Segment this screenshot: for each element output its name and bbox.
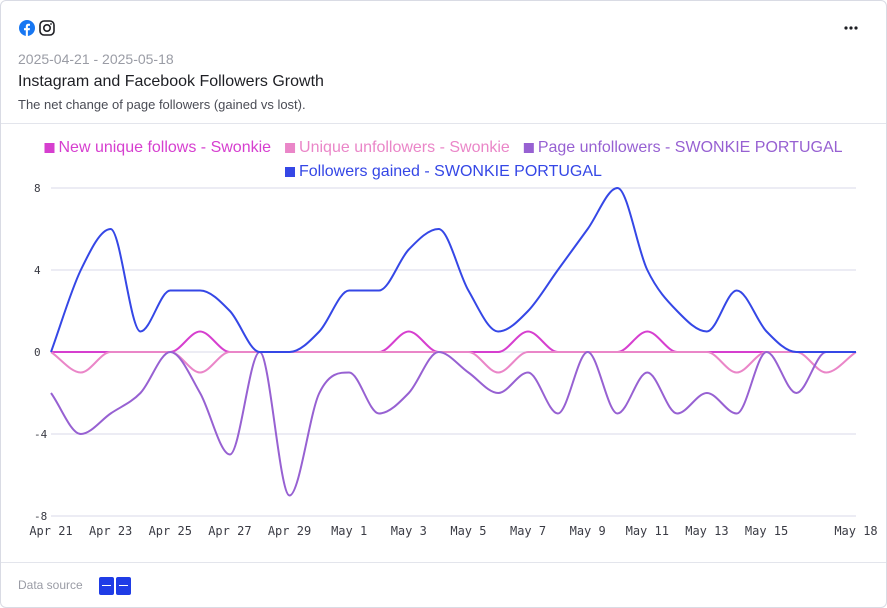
legend-swatch: [523, 143, 534, 153]
date-range: 2025-04-21 - 2025-05-18: [18, 51, 174, 67]
x-tick-label: May 7: [510, 524, 546, 538]
legend-item[interactable]: Page unfollowers - SWONKIE PORTUGAL: [523, 139, 843, 156]
legend-label: Page unfollowers - SWONKIE PORTUGAL: [538, 139, 843, 156]
x-tick-label: Apr 21: [29, 524, 72, 538]
y-tick-label: 0: [34, 346, 41, 359]
legend-label: Followers gained - SWONKIE PORTUGAL: [299, 163, 602, 180]
chart-legend: New unique follows - Swonkie Unique unfol…: [44, 139, 843, 180]
more-horizontal-icon: [844, 26, 858, 30]
platform-icons: [19, 20, 55, 36]
series-line[interactable]: [50, 187, 856, 353]
more-options-button[interactable]: [840, 17, 864, 37]
legend-label: Unique unfollowers - Swonkie: [299, 139, 510, 156]
x-tick-label: May 3: [391, 524, 427, 538]
x-axis: Apr 21 Apr 23 Apr 25 Apr 27 Apr 29 May 1 May 3…: [29, 524, 877, 538]
legend-row: New unique follows - Swonkie Unique unfol…: [44, 139, 843, 156]
x-tick-label: May 1: [331, 524, 367, 538]
card-footer: Data source: [1, 562, 886, 607]
legend-swatch: [285, 143, 296, 153]
chart-series: [50, 187, 857, 497]
series-line[interactable]: [51, 330, 856, 353]
y-tick-label: 4: [34, 264, 41, 277]
x-tick-label: May 9: [570, 524, 606, 538]
legend-row: Followers gained - SWONKIE PORTUGAL: [285, 163, 602, 180]
y-tick-label: -4: [34, 428, 48, 441]
y-tick-label: -8: [34, 510, 47, 523]
series-line[interactable]: [50, 351, 857, 374]
line-chart: New unique follows - Swonkie Unique unfol…: [29, 139, 877, 538]
series-line[interactable]: [50, 351, 856, 497]
data-source-icon[interactable]: [99, 577, 131, 595]
x-tick-label: May 15: [745, 524, 788, 538]
x-tick-label: Apr 27: [208, 524, 251, 538]
data-source-label: Data source: [18, 578, 83, 592]
x-tick-label: May 5: [450, 524, 486, 538]
x-tick-label: May 11: [626, 524, 669, 538]
x-tick-label: Apr 29: [268, 524, 311, 538]
x-tick-label: May 13: [685, 524, 728, 538]
legend-swatch: [44, 143, 55, 153]
legend-swatch: [285, 167, 295, 177]
legend-item[interactable]: Unique unfollowers - Swonkie: [285, 139, 510, 156]
x-tick-label: Apr 25: [149, 524, 192, 538]
card-header: 2025-04-21 - 2025-05-18 Instagram and Fa…: [1, 1, 886, 124]
facebook-icon: [19, 20, 35, 36]
instagram-icon: [39, 20, 55, 36]
x-tick-label: Apr 23: [89, 524, 132, 538]
chart-title: Instagram and Facebook Followers Growth: [18, 73, 324, 90]
legend-label: New unique follows - Swonkie: [59, 139, 272, 156]
legend-item[interactable]: New unique follows - Swonkie: [44, 139, 272, 156]
y-axis: 8 4 0 -4 -8: [34, 182, 48, 523]
chart-subtitle: The net change of page followers (gained…: [18, 97, 306, 112]
legend-item[interactable]: Followers gained - SWONKIE PORTUGAL: [285, 163, 602, 180]
x-tick-label: May 18: [834, 524, 877, 538]
y-tick-label: 8: [34, 182, 41, 195]
